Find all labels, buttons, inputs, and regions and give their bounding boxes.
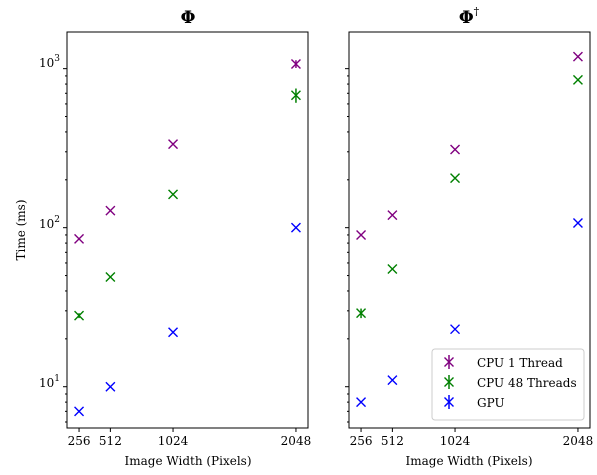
legend-label: CPU 48 Threads [477,376,577,390]
y-tick-labels-left: 101 102 103 [39,54,60,390]
data-point [387,210,398,221]
x-tick-label: 2048 [563,434,594,448]
data-point [74,233,85,244]
y-tick-label: 101 [39,374,60,390]
y-tick-label: 102 [39,215,60,231]
legend-items [444,355,454,409]
data-point [356,229,367,240]
data-point [572,51,583,62]
data-point [105,205,116,216]
panel-right-title: Φ† [459,5,480,28]
ticks-right: 256 512 1024 2048 [345,68,594,448]
panel-left-frame [66,31,309,429]
data-point [168,139,179,150]
y-axis-label: Time (ms) [14,199,28,260]
marks-right [356,51,583,408]
x-tick-label: 1024 [158,434,189,448]
data-point [450,324,461,335]
data-point [356,397,367,408]
panel-right: Φ† Image Width (Pixels) 256 512 1024 2048 C… [345,5,593,468]
legend-label: GPU [477,396,505,410]
data-point [74,310,85,321]
data-point [290,222,301,233]
data-point [572,218,583,229]
x-tick-label: 512 [381,434,404,448]
data-point [105,271,116,282]
data-point [290,58,301,69]
data-point [450,144,461,155]
legend-label: CPU 1 Thread [477,356,563,370]
x-axis-label-left: Image Width (Pixels) [124,454,251,468]
data-point [105,381,116,392]
x-tick-label: 256 [68,434,91,448]
panel-left-title: Φ [181,8,196,28]
data-point [572,74,583,85]
x-tick-label: 1024 [440,434,471,448]
legend-marker [444,357,454,367]
legend-marker [444,397,454,407]
data-point [168,189,179,200]
ticks-left: 256 512 1024 2048 [63,68,312,448]
data-point [356,308,367,319]
x-tick-label: 512 [99,434,122,448]
y-tick-label: 103 [39,54,60,70]
marks-left [74,58,301,417]
panel-left: Φ Time (ms) Image Width (Pixels) 101 102… [14,8,311,468]
data-point [450,173,461,184]
data-point [168,327,179,338]
panel-right-frame [348,31,591,429]
x-axis-label-right: Image Width (Pixels) [405,454,532,468]
data-point [387,263,398,274]
x-tick-label: 256 [350,434,373,448]
data-point [290,90,301,101]
x-tick-label: 2048 [281,434,312,448]
legend: CPU 1 Thread CPU 48 Threads GPU [431,348,585,421]
legend-box [431,348,585,421]
legend-marker [444,377,454,387]
data-point [387,375,398,386]
data-point [74,406,85,417]
